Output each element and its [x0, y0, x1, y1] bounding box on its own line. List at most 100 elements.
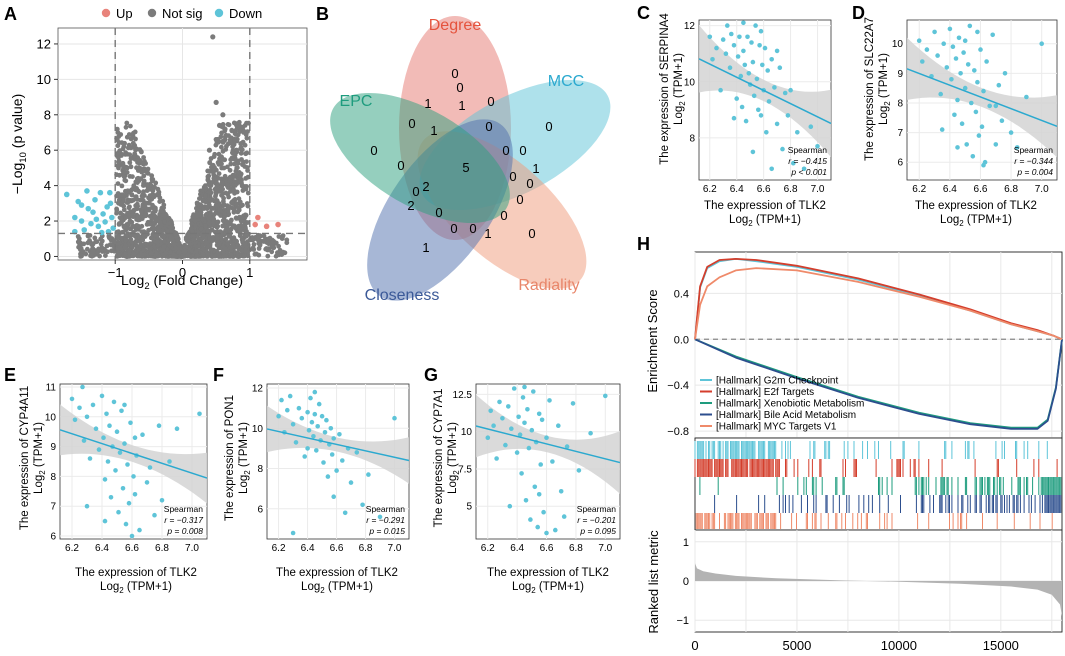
data-point — [302, 454, 308, 459]
x-tick-label: 6.4 — [301, 543, 315, 554]
notsig-point — [213, 99, 219, 105]
data-point — [780, 146, 785, 152]
data-point — [137, 527, 142, 533]
volcano-legend: Up Not sig Down — [101, 6, 262, 21]
venn-count: 0 — [528, 226, 535, 241]
notsig-point — [242, 142, 248, 148]
x-axis-unit-f: Log2 (TPM+1) — [301, 581, 373, 595]
data-point — [955, 145, 960, 150]
y-tick-label: 4 — [44, 178, 51, 193]
data-point — [514, 450, 520, 455]
notsig-point — [155, 239, 161, 245]
x-tick-label: 6.4 — [730, 184, 744, 195]
venn-count: 0 — [500, 208, 507, 223]
down-point — [102, 219, 108, 225]
down-point — [100, 211, 106, 217]
data-point — [315, 424, 321, 429]
y-tick-label: 12.5 — [453, 390, 473, 401]
notsig-point — [244, 184, 250, 189]
legend-label: [Hallmark] Bile Acid Metabolism — [716, 410, 856, 421]
data-point — [725, 23, 730, 28]
stat-p: p < 0.001 — [790, 167, 827, 177]
data-point — [293, 440, 299, 445]
notsig-point — [227, 174, 233, 180]
data-point — [949, 77, 954, 82]
data-point — [535, 524, 540, 530]
notsig-point — [256, 236, 261, 242]
data-point — [735, 54, 741, 59]
data-point — [727, 65, 733, 70]
notsig-point — [147, 193, 153, 199]
data-point — [316, 401, 322, 407]
y-tick-label: 7 — [897, 128, 903, 139]
data-point — [737, 34, 742, 40]
notsig-point — [137, 147, 143, 152]
data-point — [509, 426, 514, 432]
data-point — [328, 426, 334, 431]
data-point — [93, 426, 99, 432]
notsig-point — [216, 254, 222, 259]
data-point — [707, 34, 713, 40]
notsig-point — [244, 150, 250, 156]
notsig-point — [115, 163, 121, 169]
notsig-point — [226, 212, 231, 218]
data-point — [488, 408, 494, 414]
notsig-point — [230, 243, 236, 249]
y-tick-label: 6 — [897, 158, 903, 169]
data-point — [558, 489, 564, 494]
data-point — [967, 23, 973, 29]
y-tick-label: 0.4 — [674, 288, 689, 300]
data-point — [520, 395, 526, 400]
data-point — [741, 48, 746, 54]
notsig-point — [203, 223, 209, 229]
notsig-point — [219, 144, 224, 150]
data-point — [976, 133, 982, 138]
notsig-point — [191, 237, 197, 243]
notsig-point — [148, 235, 154, 241]
y-tick-label: 6 — [257, 504, 263, 515]
data-point — [765, 68, 770, 73]
notsig-point — [232, 183, 238, 188]
es-curve — [694, 338, 1063, 430]
venn-count: 0 — [545, 119, 552, 134]
notsig-point — [236, 196, 242, 202]
data-point — [144, 480, 150, 485]
notsig-point — [221, 201, 227, 207]
notsig-point — [135, 247, 141, 252]
venn-count: 0 — [412, 184, 419, 199]
data-point — [342, 510, 348, 516]
venn-count: 0 — [370, 143, 377, 158]
data-point — [340, 458, 345, 463]
stat-r: r = −0.344 — [1014, 156, 1053, 166]
notsig-point — [127, 123, 133, 129]
es-grid — [694, 252, 1062, 438]
notsig-point — [162, 219, 167, 225]
venn-count: 0 — [509, 169, 516, 184]
notsig-point — [76, 239, 82, 245]
data-point — [117, 450, 123, 455]
x-tick-label: 6.2 — [912, 184, 926, 195]
notsig-point — [222, 134, 228, 140]
notsig-point — [127, 160, 133, 166]
notsig-point — [136, 189, 142, 195]
notsig-point — [233, 132, 239, 137]
data-point — [126, 500, 132, 506]
stat-method: Spearman — [164, 504, 203, 514]
notsig-point — [168, 234, 174, 240]
notsig-point — [133, 136, 138, 142]
stat-r: r = −0.291 — [366, 515, 405, 525]
y-tick-label: 2 — [44, 214, 51, 229]
notsig-point — [242, 164, 248, 169]
data-point — [536, 492, 542, 497]
y-axis-unit-c: Log2 (TPM+1) — [673, 53, 687, 125]
data-point — [944, 65, 950, 70]
data-point — [993, 103, 999, 109]
data-point — [152, 512, 157, 518]
data-point — [305, 446, 310, 451]
y-tick-label: 6 — [50, 532, 56, 543]
stat-r: r = −0.415 — [788, 156, 827, 166]
data-point — [723, 51, 729, 56]
notsig-point — [121, 144, 127, 150]
